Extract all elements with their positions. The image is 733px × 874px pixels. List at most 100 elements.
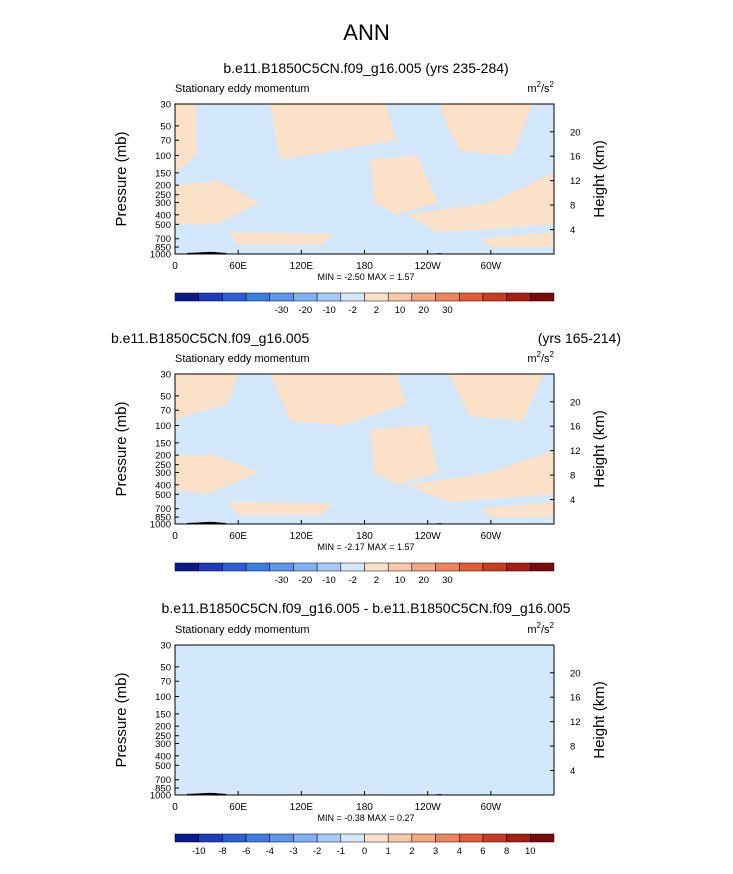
y-tick-label: 400	[155, 480, 171, 491]
colorbar-label: 1	[386, 846, 391, 857]
y-tick-label: 150	[155, 168, 171, 179]
field-region-6	[406, 450, 554, 503]
colorbar-swatch	[459, 562, 484, 572]
colorbar-swatch	[174, 562, 199, 572]
panel-title-years: (yrs 165-214)	[538, 330, 621, 346]
colorbar-swatch	[506, 562, 531, 572]
y-tick-label: 30	[160, 100, 171, 111]
colorbar-swatch	[530, 562, 555, 572]
colorbar-label: 30	[442, 575, 453, 586]
colorbar-swatch	[245, 292, 270, 302]
field-regions	[175, 645, 554, 788]
colorbar-label: -6	[242, 846, 250, 857]
colorbar-swatch	[387, 292, 413, 302]
colorbar-swatch	[222, 562, 247, 572]
field-region-8	[480, 232, 554, 247]
y-tick-label: 850	[155, 513, 171, 524]
colorbar-swatch	[340, 292, 365, 302]
height-tick-label: 4	[570, 495, 575, 506]
colorbar-swatch	[222, 833, 247, 843]
units-label: m2/s2	[527, 350, 554, 365]
x-tick-label: 60E	[229, 802, 247, 813]
colorbar-swatch	[174, 292, 199, 302]
topography-mask	[185, 521, 228, 524]
y-tick-label: 850	[155, 784, 171, 795]
x-tick-label: 60E	[229, 261, 247, 272]
colorbar-label: 20	[418, 305, 429, 316]
colorbar-swatch	[459, 292, 484, 302]
field-region-5	[417, 645, 502, 714]
colorbar-swatch	[316, 292, 342, 302]
height-tick-label: 16	[570, 693, 581, 704]
height-tick-label: 20	[570, 127, 581, 138]
y-tick-label: 850	[155, 243, 171, 254]
topography-mask	[185, 251, 228, 254]
y-tick-label: 70	[160, 406, 171, 417]
colorbar-label: 10	[395, 305, 406, 316]
x-tick-label: 120W	[415, 531, 442, 542]
y-tick-label: 200	[155, 722, 171, 733]
y-tick-label: 700	[155, 234, 171, 245]
chart-panel-2: b.e11.B1850C5CN.f09_g16.005 (yrs 165-214)…	[111, 330, 621, 586]
panel-title: b.e11.B1850C5CN.f09_g16.005 (yrs 235-284…	[223, 60, 508, 76]
colorbar-label: -10	[322, 305, 336, 316]
page-title: ANN	[343, 20, 390, 45]
colorbar-label: 4	[457, 846, 462, 857]
colorbar-label: -10	[192, 846, 206, 857]
colorbar-swatch	[411, 292, 436, 302]
colorbar-label: -2	[348, 575, 356, 586]
x-tick-label: 60W	[481, 261, 502, 272]
panel-title: b.e11.B1850C5CN.f09_g16.005 - b.e11.B185…	[162, 600, 571, 616]
y-tick-label: 200	[155, 181, 171, 192]
colorbar-label: 3	[433, 846, 438, 857]
colorbar-swatch	[269, 292, 294, 302]
height-tick-label: 16	[570, 422, 581, 433]
y-tick-label: 1000	[150, 791, 171, 802]
colorbar-swatch	[364, 833, 389, 843]
colorbar-swatch	[340, 833, 365, 843]
y-tick-label: 500	[155, 220, 171, 231]
y-tick-label: 50	[160, 391, 171, 402]
min-max-stats: MIN = -0.38 MAX = 0.27	[317, 813, 414, 823]
y-tick-label: 30	[160, 641, 171, 652]
y-tick-label: 250	[155, 190, 171, 201]
y-tick-label: 500	[155, 761, 171, 772]
field-region-7	[227, 232, 333, 245]
colorbar-label: 6	[480, 846, 485, 857]
y-tick-label: 400	[155, 751, 171, 762]
y-tick-label: 400	[155, 210, 171, 221]
x-tick-label: 60W	[481, 531, 502, 542]
y-tick-label: 300	[155, 468, 171, 479]
field-region-4	[448, 374, 544, 421]
colorbar-label: 30	[442, 305, 453, 316]
field-name: Stationary eddy momentum	[175, 624, 310, 636]
y-tick-label: 300	[155, 198, 171, 209]
y-axis-right-label: Height (km)	[591, 410, 608, 488]
height-tick-label: 16	[570, 152, 581, 163]
colorbar-label: 10	[395, 575, 406, 586]
colorbar-label: -4	[266, 846, 274, 857]
y-tick-label: 100	[155, 421, 171, 432]
y-tick-label: 1000	[150, 520, 171, 531]
y-tick-label: 700	[155, 775, 171, 786]
y-axis-right-label: Height (km)	[591, 140, 608, 218]
field-region-3	[269, 104, 397, 160]
field-region-2	[175, 180, 260, 225]
field-region-4	[369, 155, 439, 215]
y-tick-label: 70	[160, 136, 171, 147]
x-tick-label: 120E	[290, 261, 314, 272]
y-tick-label: 1000	[150, 250, 171, 261]
field-region-8	[175, 769, 228, 788]
colorbar-swatch	[411, 562, 436, 572]
colorbar-label: -2	[348, 305, 356, 316]
y-tick-label: 50	[160, 662, 171, 673]
colorbar-label: -1	[337, 846, 345, 857]
colorbar-label: 0	[362, 846, 367, 857]
field-region-1	[175, 374, 239, 421]
colorbar: -10 -8 -6 -4 -3 -2 -1 0 1 2 3 4 6 8 10	[174, 833, 555, 857]
y-tick-label: 30	[160, 370, 171, 381]
field-region-8	[480, 502, 554, 517]
colorbar-swatch	[198, 562, 223, 572]
y-tick-label: 100	[155, 151, 171, 162]
x-tick-label: 0	[172, 261, 178, 272]
